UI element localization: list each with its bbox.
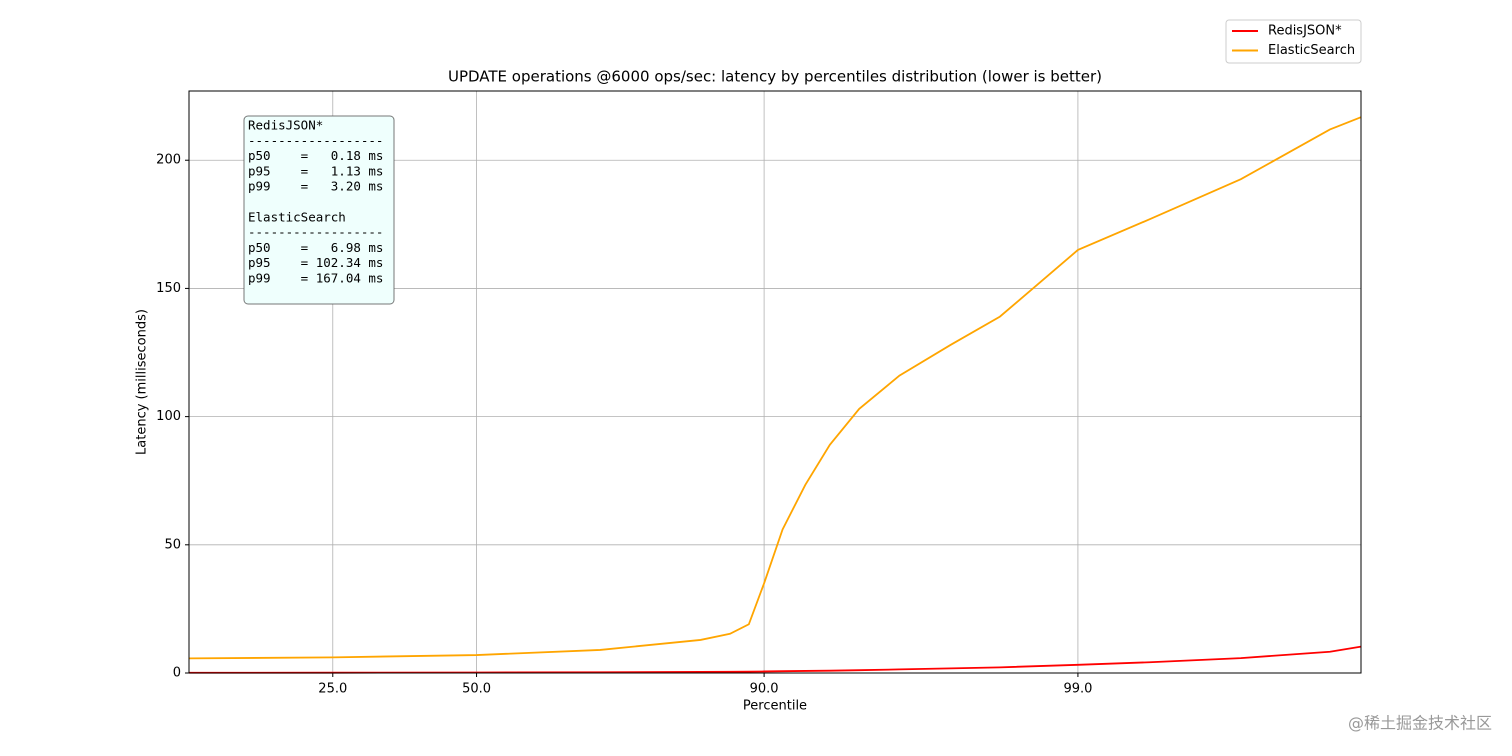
series-line: [188, 645, 1362, 674]
annotation-line: RedisJSON*: [248, 118, 323, 133]
y-tick-label: 100: [156, 409, 181, 424]
annotation-line: p99 = 167.04 ms: [248, 271, 383, 286]
annotation-line: ------------------: [248, 225, 383, 240]
plot-frame: [188, 90, 1362, 674]
legend-label: ElasticSearch: [1268, 43, 1355, 58]
annotation-box: [243, 115, 395, 305]
x-axis-label: Percentile: [743, 699, 807, 714]
annotation-line: ------------------: [248, 133, 383, 148]
series-line: [188, 116, 1362, 660]
x-tick-label: 99.0: [1063, 682, 1092, 697]
y-tick-label: 200: [156, 153, 181, 168]
annotation-line: p50 = 0.18 ms: [248, 148, 383, 163]
x-tick-label: 25.0: [318, 682, 347, 697]
x-tick-label: 90.0: [750, 682, 779, 697]
annotation-line: p50 = 6.98 ms: [248, 240, 383, 255]
y-tick-label: 0: [173, 666, 181, 681]
y-tick-label: 50: [164, 537, 181, 552]
y-tick-label: 150: [156, 281, 181, 296]
annotation-line: p99 = 3.20 ms: [248, 179, 383, 194]
y-axis-label: Latency (milliseconds): [135, 309, 150, 455]
x-tick-label: 50.0: [462, 682, 491, 697]
annotation-line: p95 = 102.34 ms: [248, 255, 383, 270]
chart-title: UPDATE operations @6000 ops/sec: latency…: [448, 68, 1102, 86]
annotation-line: ElasticSearch: [248, 209, 346, 224]
legend-label: RedisJSON*: [1268, 24, 1342, 39]
watermark: @稀土掘金技术社区: [1348, 714, 1492, 733]
legend-box: [1225, 19, 1362, 64]
annotation-line: p95 = 1.13 ms: [248, 163, 383, 178]
